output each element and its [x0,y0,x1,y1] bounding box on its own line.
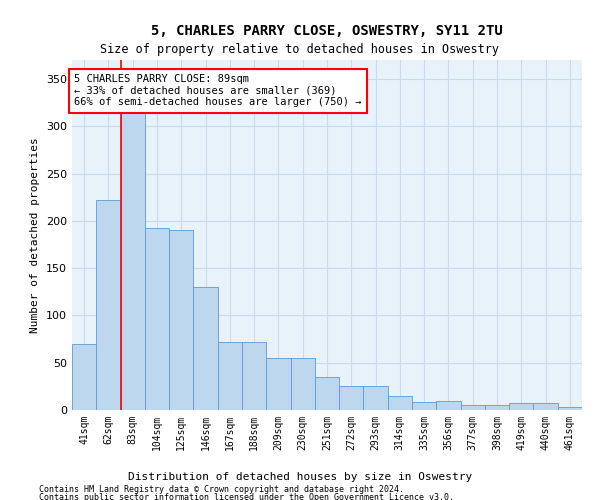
Text: 5 CHARLES PARRY CLOSE: 89sqm
← 33% of detached houses are smaller (369)
66% of s: 5 CHARLES PARRY CLOSE: 89sqm ← 33% of de… [74,74,362,108]
Bar [533,404,558,410]
Bar [339,386,364,410]
Y-axis label: Number of detached properties: Number of detached properties [31,137,40,333]
Text: Contains HM Land Registry data © Crown copyright and database right 2024.: Contains HM Land Registry data © Crown c… [39,485,404,494]
Bar [558,407,582,410]
Bar [364,386,388,410]
Bar [436,400,461,410]
Bar [193,287,218,410]
Bar [412,402,436,410]
Title: 5, CHARLES PARRY CLOSE, OSWESTRY, SY11 2TU: 5, CHARLES PARRY CLOSE, OSWESTRY, SY11 2… [151,24,503,38]
Bar [461,406,485,410]
Bar [266,358,290,410]
Bar [242,342,266,410]
Bar [169,230,193,410]
Text: Distribution of detached houses by size in Oswestry: Distribution of detached houses by size … [128,472,472,482]
Text: Contains public sector information licensed under the Open Government Licence v3: Contains public sector information licen… [39,493,454,500]
Text: Size of property relative to detached houses in Oswestry: Size of property relative to detached ho… [101,42,499,56]
Bar [72,344,96,410]
Bar [509,404,533,410]
Bar [315,377,339,410]
Bar [121,100,145,410]
Bar [218,342,242,410]
Bar [145,228,169,410]
Bar [290,358,315,410]
Bar [485,406,509,410]
Bar [388,396,412,410]
Bar [96,200,121,410]
